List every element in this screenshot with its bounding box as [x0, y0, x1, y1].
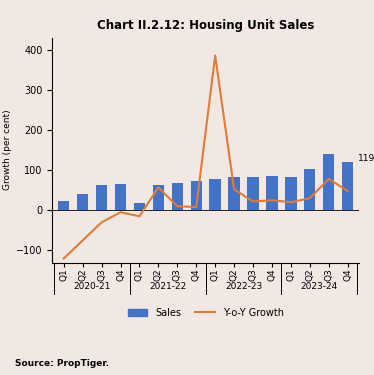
Bar [191, 182, 202, 210]
Bar [209, 179, 221, 210]
Bar [229, 177, 240, 210]
Bar [115, 184, 126, 210]
Bar [342, 162, 353, 210]
Bar [58, 201, 70, 210]
Bar [172, 183, 183, 210]
Text: Source: PropTiger.: Source: PropTiger. [15, 358, 109, 368]
Text: 2020-21: 2020-21 [73, 282, 111, 291]
Bar [323, 154, 334, 210]
Y-axis label: Residential units (thousands),
Growth (per cent): Residential units (thousands), Growth (p… [0, 82, 12, 218]
Bar [285, 177, 297, 210]
Title: Chart II.2.12: Housing Unit Sales: Chart II.2.12: Housing Unit Sales [97, 19, 315, 32]
Bar [247, 177, 259, 210]
Bar [134, 204, 145, 210]
Bar [96, 185, 107, 210]
Bar [304, 169, 316, 210]
Bar [77, 194, 88, 210]
Bar [266, 176, 278, 210]
Text: 2021-22: 2021-22 [149, 282, 187, 291]
Bar [153, 185, 164, 210]
Text: 119.3: 119.3 [358, 154, 374, 163]
Text: 2023-24: 2023-24 [301, 282, 338, 291]
Text: 2022-23: 2022-23 [225, 282, 262, 291]
Legend: Sales, Y-o-Y Growth: Sales, Y-o-Y Growth [124, 304, 288, 321]
